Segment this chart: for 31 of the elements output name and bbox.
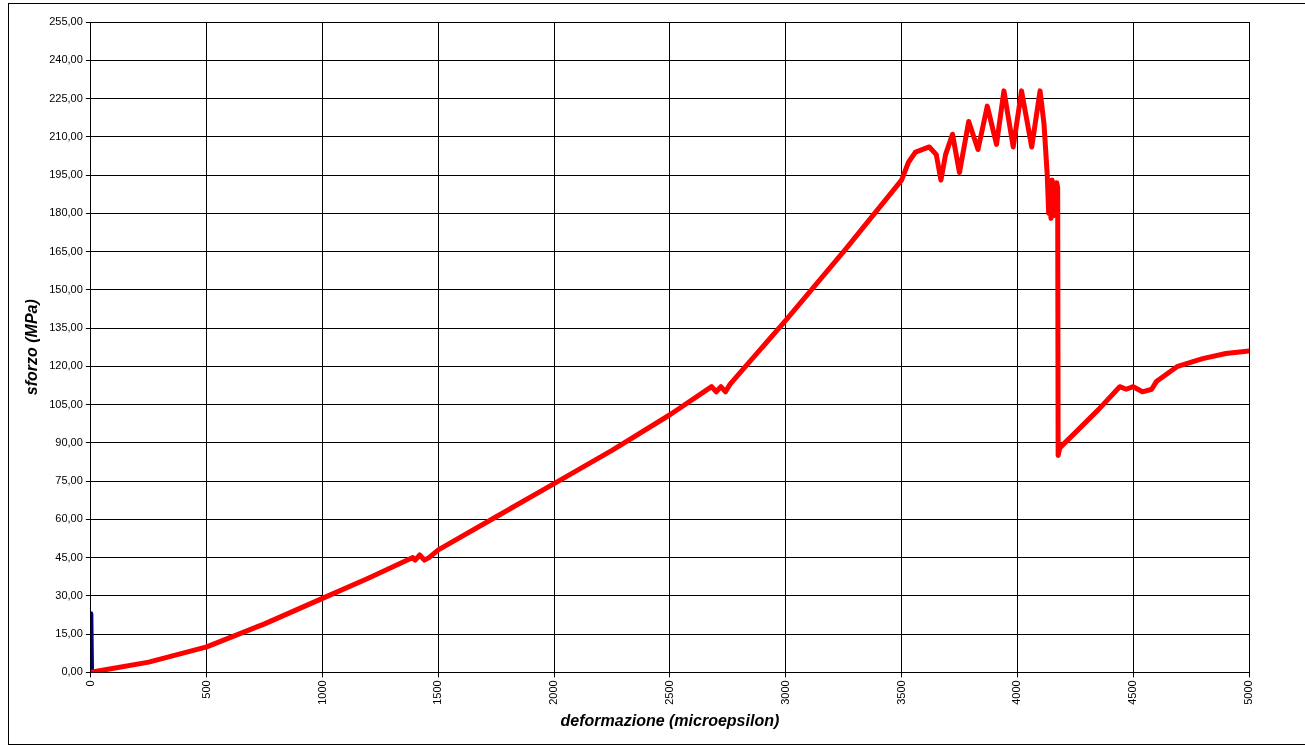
y-tick-label: 195,00 bbox=[49, 168, 83, 181]
y-tick-label: 255,00 bbox=[49, 15, 83, 28]
x-tick-label: 3000 bbox=[778, 680, 791, 705]
y-axis-title: sforzo (MPa) bbox=[23, 299, 41, 396]
y-tick-label: 225,00 bbox=[49, 91, 83, 104]
x-tick-label: 500 bbox=[199, 680, 212, 699]
y-tick-label: 180,00 bbox=[49, 206, 83, 219]
y-tick-label: 120,00 bbox=[49, 359, 83, 372]
y-tick-label: 0,00 bbox=[61, 665, 83, 678]
y-tick-label: 165,00 bbox=[49, 244, 83, 257]
x-tick-label: 2500 bbox=[662, 680, 675, 705]
y-tick-label: 30,00 bbox=[55, 588, 83, 601]
x-axis-title: deformazione (microepsilon) bbox=[560, 711, 780, 729]
y-tick-label: 45,00 bbox=[55, 550, 83, 563]
y-tick-label: 210,00 bbox=[49, 129, 83, 142]
x-tick-label: 2000 bbox=[547, 680, 560, 705]
y-tick-label: 105,00 bbox=[49, 397, 83, 410]
x-tick-label: 1500 bbox=[431, 680, 444, 705]
x-tick-label: 3500 bbox=[894, 680, 907, 705]
y-tick-label: 75,00 bbox=[55, 474, 83, 487]
y-tick-label: 60,00 bbox=[55, 512, 83, 525]
x-tick-label: 5000 bbox=[1242, 680, 1255, 705]
y-tick-label: 90,00 bbox=[55, 435, 83, 448]
y-tick-label: 135,00 bbox=[49, 321, 83, 334]
x-tick-label: 1000 bbox=[315, 680, 328, 705]
y-tick-label: 15,00 bbox=[55, 627, 83, 640]
y-tick-label: 150,00 bbox=[49, 282, 83, 295]
x-tick-label: 0 bbox=[83, 680, 96, 687]
y-tick-label: 240,00 bbox=[49, 53, 83, 66]
x-tick-label: 4500 bbox=[1126, 680, 1139, 705]
x-tick-label: 4000 bbox=[1010, 680, 1023, 705]
